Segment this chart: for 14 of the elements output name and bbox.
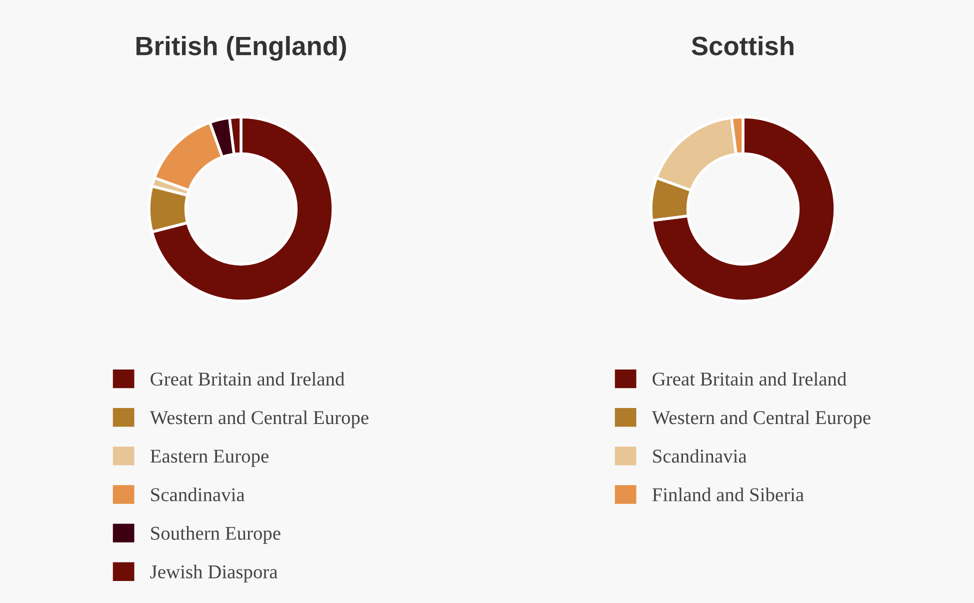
donut-slice bbox=[650, 116, 836, 302]
legend-label: Eastern Europe bbox=[150, 450, 268, 467]
legend-label: Scandinavia bbox=[151, 488, 245, 502]
chart-title: British (England) bbox=[136, 36, 346, 61]
legend-label: Western and Central Europe bbox=[652, 410, 870, 428]
legend-label: Great Britain and Ireland bbox=[150, 372, 344, 386]
legend-label: Finland and Siberia bbox=[652, 488, 804, 502]
chart-title: Scottish bbox=[692, 36, 794, 56]
donut-slice bbox=[150, 116, 334, 302]
legend-label: Scandinavia bbox=[653, 449, 747, 463]
legend-label: Western and Central Europe bbox=[150, 410, 368, 428]
legend-label: Great Britain and Ireland bbox=[652, 372, 846, 386]
legend-label: Southern Europe bbox=[151, 526, 280, 544]
legend-label: Jewish Diaspora bbox=[150, 564, 278, 582]
